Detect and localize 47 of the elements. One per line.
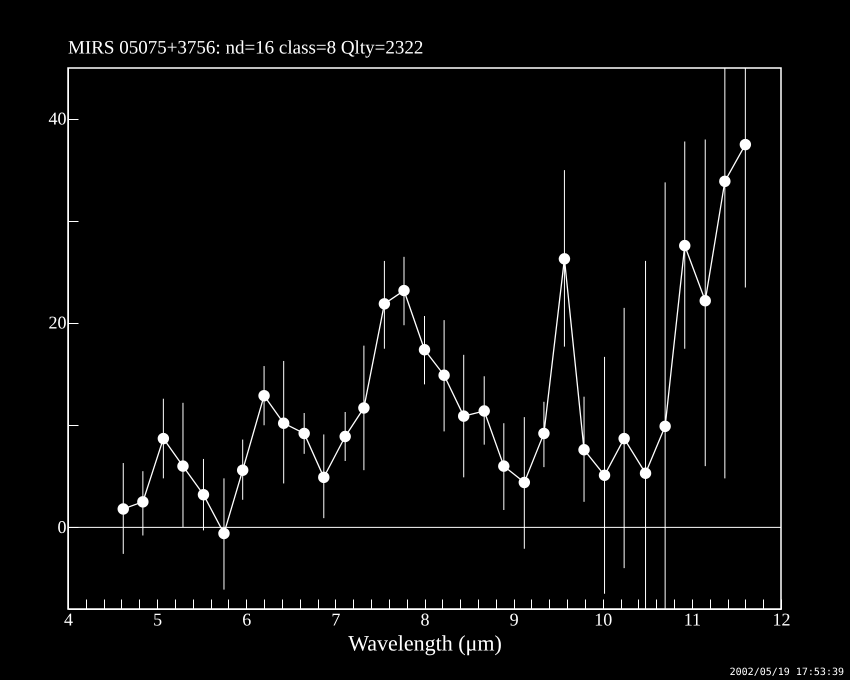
point xyxy=(558,253,570,265)
point xyxy=(298,428,310,440)
point xyxy=(198,488,210,500)
point xyxy=(158,432,170,444)
point xyxy=(498,460,510,472)
x-tick-label: 5 xyxy=(153,610,162,630)
point xyxy=(438,370,450,381)
x-tick-label: 7 xyxy=(331,610,340,630)
point xyxy=(236,464,248,476)
point xyxy=(258,390,270,402)
point xyxy=(418,344,430,356)
y-tick-label: 40 xyxy=(48,108,66,129)
point xyxy=(598,470,610,481)
x-tick-label: 9 xyxy=(510,610,519,630)
x-tick-label: 4 xyxy=(64,610,73,630)
point xyxy=(618,432,630,444)
point xyxy=(719,176,731,187)
point xyxy=(458,410,470,422)
point xyxy=(700,295,711,306)
chart-title: MIRS 05075+3756: nd=16 class=8 Qlty=2322 xyxy=(68,38,424,58)
point xyxy=(578,444,590,456)
point xyxy=(278,418,290,429)
x-tick-label: 10 xyxy=(594,610,612,630)
text: 2002/05/19 17:53:39 xyxy=(730,667,844,678)
x-tick-label: 6 xyxy=(242,610,252,630)
point xyxy=(137,496,149,508)
point xyxy=(398,284,410,296)
x-tick-label: 8 xyxy=(420,610,430,630)
y-tick-label: 0 xyxy=(58,516,66,537)
point xyxy=(358,402,370,414)
point xyxy=(177,460,189,472)
point xyxy=(659,420,671,432)
point xyxy=(478,405,490,417)
point xyxy=(538,428,550,440)
point xyxy=(740,138,752,150)
point xyxy=(679,240,690,252)
x-axis-title: Wavelength (μm) xyxy=(348,630,502,656)
point xyxy=(318,472,330,484)
point xyxy=(218,528,230,540)
point xyxy=(339,430,351,442)
x-tick-label: 11 xyxy=(684,610,702,630)
y-tick-label: 20 xyxy=(48,312,66,333)
point xyxy=(640,468,652,479)
point xyxy=(118,503,129,515)
point xyxy=(518,476,530,488)
x-tick-label: 12 xyxy=(772,610,790,630)
point xyxy=(378,298,390,310)
